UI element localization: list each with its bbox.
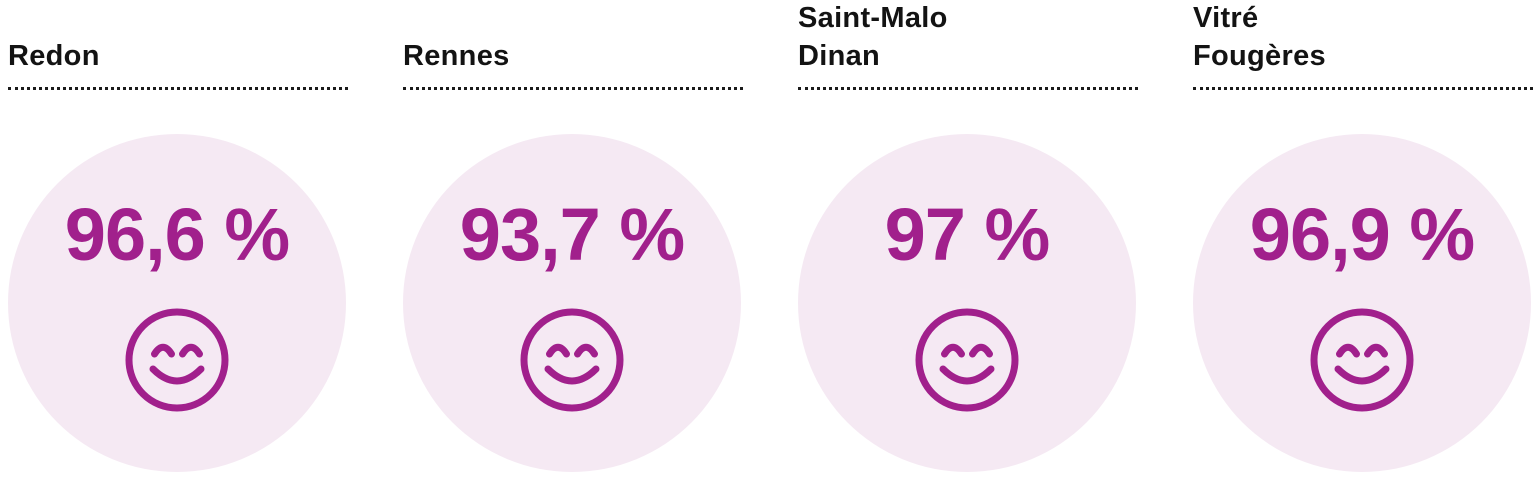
region-card-rennes: Rennes 93,7 % xyxy=(403,0,743,480)
card-header: Saint-Malo Dinan xyxy=(798,0,1138,90)
region-title: Rennes xyxy=(403,40,510,72)
region-title: Redon xyxy=(8,40,100,72)
region-card-vitre-fougeres: Vitré Fougères 96,9 % xyxy=(1193,0,1533,480)
region-card-saint-malo-dinan: Saint-Malo Dinan 97 % xyxy=(798,0,1138,480)
card-header: Redon xyxy=(8,0,348,90)
smiley-face-icon xyxy=(520,308,624,412)
stat-value: 96,6 % xyxy=(64,193,290,276)
smiley-face-icon xyxy=(915,308,1019,412)
smiley-face-icon xyxy=(125,308,229,412)
stat-circle: 97 % xyxy=(798,134,1136,472)
stat-value: 96,9 % xyxy=(1249,193,1475,276)
stat-circle: 96,6 % xyxy=(8,134,346,472)
stat-circle: 96,9 % xyxy=(1193,134,1531,472)
region-title: Vitré Fougères xyxy=(1193,2,1326,72)
stat-circle: 93,7 % xyxy=(403,134,741,472)
card-header: Vitré Fougères xyxy=(1193,0,1533,90)
stat-value: 97 % xyxy=(884,193,1051,276)
smiley-face-icon xyxy=(1310,308,1414,412)
region-card-redon: Redon 96,6 % xyxy=(8,0,348,480)
region-title: Saint-Malo Dinan xyxy=(798,2,948,72)
stat-value: 93,7 % xyxy=(459,193,685,276)
card-header: Rennes xyxy=(403,0,743,90)
